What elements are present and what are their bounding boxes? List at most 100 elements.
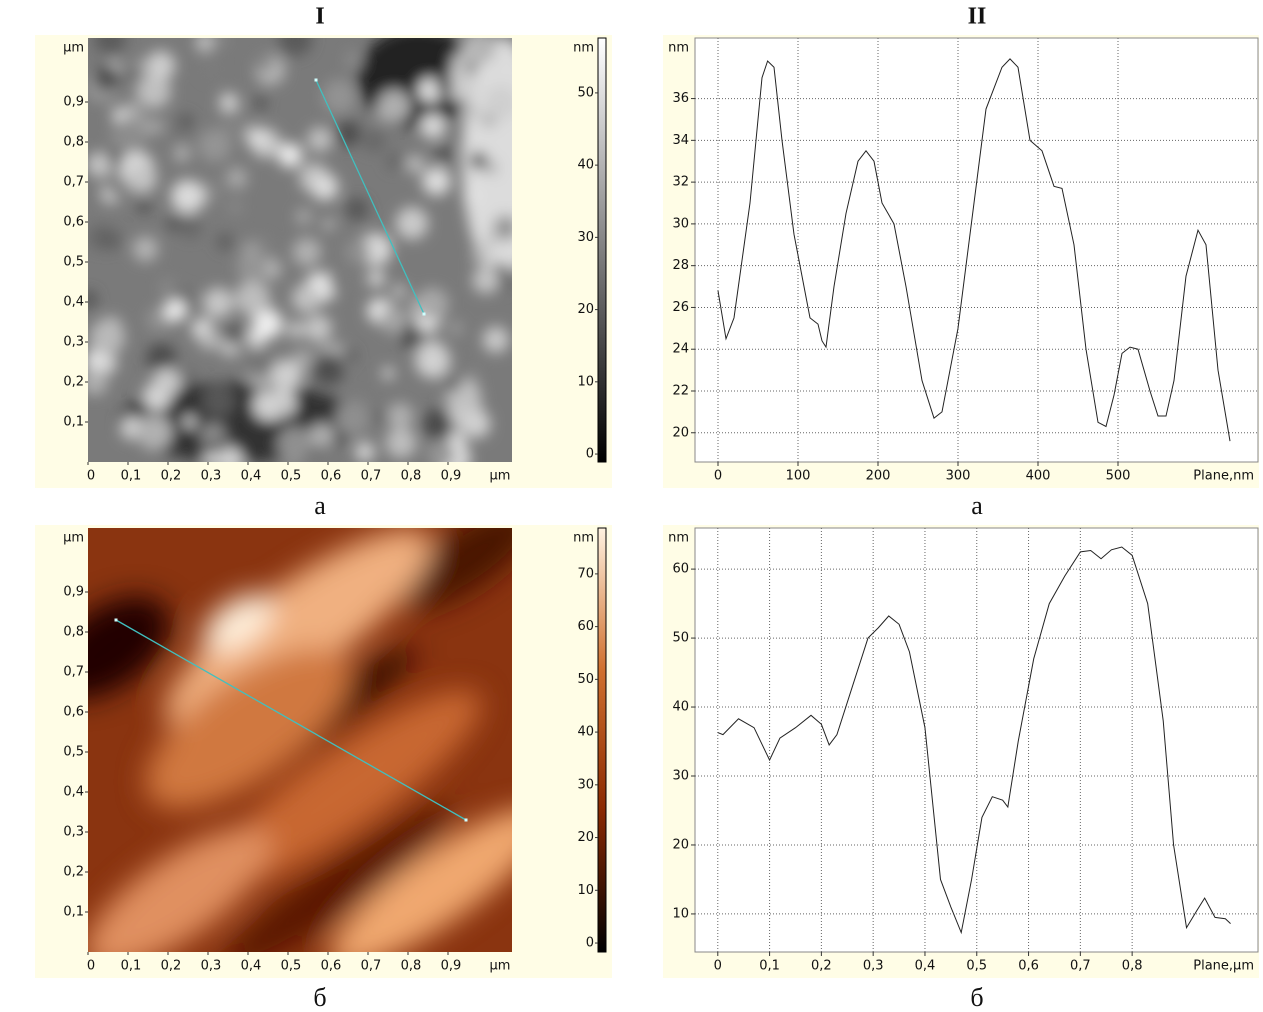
band — [145, 647, 351, 809]
grain — [355, 442, 375, 462]
grain — [204, 453, 218, 462]
x-tick-label: 0,8 — [401, 959, 422, 974]
y-tick-label: 60 — [672, 562, 689, 577]
x-tick-label: 0,1 — [121, 959, 142, 974]
x-tick-label: 0,7 — [361, 469, 382, 484]
y-unit: µm — [63, 41, 84, 56]
x-tick-label: 500 — [1106, 469, 1131, 484]
grain — [335, 120, 362, 147]
colorbar-tick-label: 10 — [577, 883, 594, 898]
colorbar-unit: nm — [573, 41, 594, 56]
y-tick-label: 24 — [672, 342, 689, 357]
grain — [179, 216, 202, 239]
y-tick-label: 28 — [672, 258, 689, 273]
y-tick-label: 22 — [672, 383, 689, 398]
colorbar-tick-label: 30 — [577, 777, 594, 792]
grain — [252, 389, 284, 421]
grain — [158, 278, 177, 297]
y-tick-label: 26 — [672, 300, 689, 315]
grain — [137, 200, 151, 213]
x-tick-label: 200 — [866, 469, 891, 484]
grain — [328, 267, 357, 295]
y-tick-label: 0,3 — [63, 825, 84, 840]
y-tick-label: 10 — [672, 906, 689, 921]
colorbar-tick-label: 20 — [577, 830, 594, 845]
grain — [174, 145, 190, 162]
x-tick-label: 0,3 — [863, 959, 884, 974]
grain — [220, 109, 248, 137]
band — [400, 528, 512, 611]
x-tick-label: 0,4 — [241, 469, 262, 484]
y-tick-label: 40 — [672, 700, 689, 715]
grain — [152, 368, 181, 397]
y-tick-label: 0,9 — [63, 95, 84, 110]
plot-area — [694, 37, 1259, 463]
y-tick-label: 0,4 — [63, 295, 84, 310]
band — [164, 529, 432, 727]
band — [222, 805, 454, 952]
grain — [434, 144, 454, 164]
y-tick-label: 0,1 — [63, 415, 84, 430]
grain — [342, 348, 357, 363]
grain — [395, 206, 429, 240]
grain — [334, 401, 370, 437]
x-tick-label: 0 — [714, 959, 722, 974]
grain — [145, 51, 176, 81]
grain — [123, 102, 140, 119]
y-tick-label: 34 — [672, 133, 689, 148]
grain — [165, 215, 183, 232]
profile-end — [464, 818, 468, 822]
grain — [322, 218, 335, 231]
grain — [380, 306, 408, 334]
grain — [234, 280, 271, 316]
grain — [253, 96, 268, 111]
colorbar-tick-label: 10 — [577, 374, 594, 389]
x-tick-label: 0,7 — [1070, 959, 1091, 974]
y-unit: nm — [668, 531, 689, 546]
y-unit: nm — [668, 41, 689, 56]
y-tick-label: 0,1 — [63, 905, 84, 920]
grain — [484, 161, 498, 175]
colorbar-tick-label: 20 — [577, 302, 594, 317]
y-tick-label: 0,2 — [63, 865, 84, 880]
y-tick-label: 20 — [672, 837, 689, 852]
grain — [441, 373, 462, 393]
colorbar — [597, 37, 607, 463]
grain — [444, 69, 476, 101]
grain — [309, 422, 335, 449]
grain — [199, 330, 219, 350]
grain — [94, 38, 127, 55]
profile-line — [115, 619, 467, 821]
colorbar-tick-label: 60 — [577, 619, 594, 634]
grain — [391, 284, 407, 299]
y-tick-label: 0,5 — [63, 745, 84, 760]
y-tick-label: 50 — [672, 631, 689, 646]
x-tick-label: 0,6 — [1018, 959, 1039, 974]
grain — [385, 152, 404, 171]
grain — [312, 352, 345, 386]
profile-end — [422, 312, 426, 316]
grain — [307, 127, 333, 152]
grain — [203, 287, 234, 318]
grain — [344, 239, 370, 265]
grain — [201, 384, 236, 418]
grain — [182, 415, 197, 429]
grain — [472, 266, 500, 294]
grain — [127, 163, 157, 194]
highlight — [202, 593, 274, 653]
image-texture — [88, 528, 512, 952]
grain — [93, 64, 121, 92]
x-axis-label: Plane,nm — [1193, 469, 1254, 484]
grain — [466, 369, 480, 382]
grain — [225, 167, 248, 189]
grain — [377, 89, 411, 123]
grain — [222, 322, 245, 345]
grain — [448, 320, 464, 336]
column-title: I — [315, 4, 324, 30]
profile-end — [314, 78, 318, 82]
profile-end — [114, 618, 118, 622]
grain — [112, 108, 126, 122]
grain — [435, 76, 454, 95]
grain — [241, 240, 260, 259]
